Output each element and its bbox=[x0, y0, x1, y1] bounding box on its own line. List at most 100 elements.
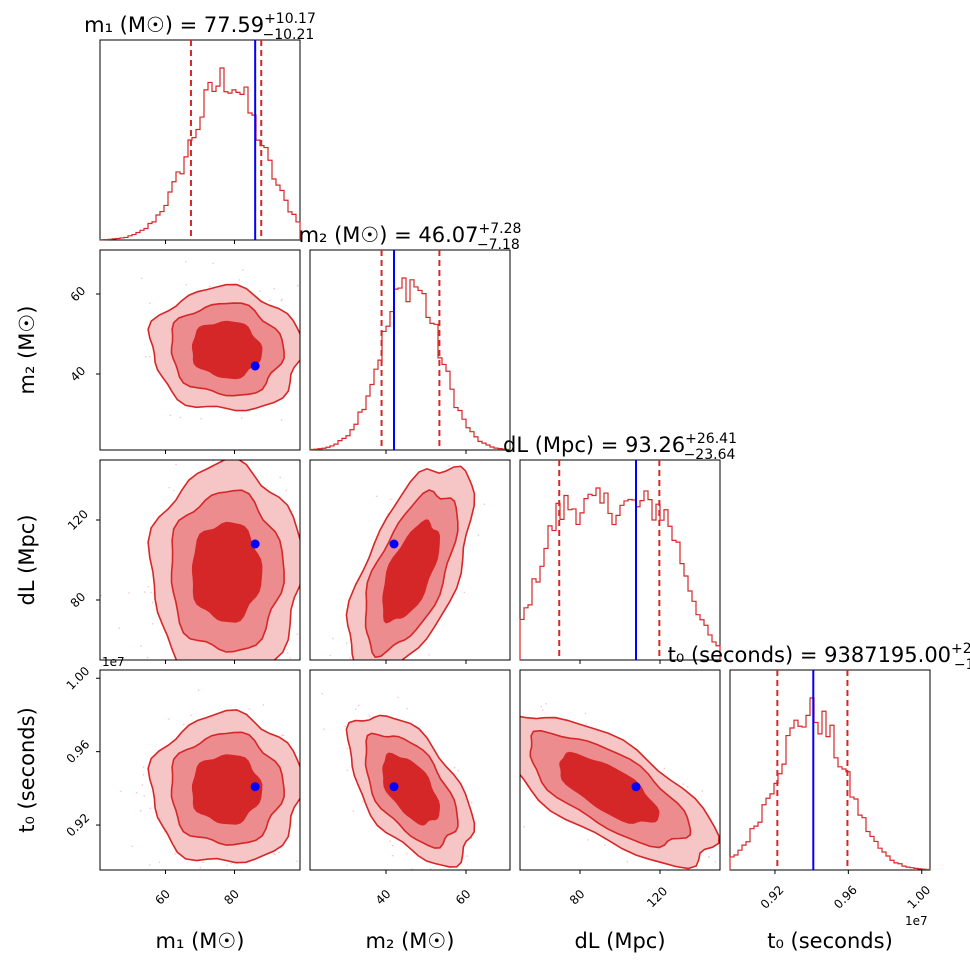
sample-point bbox=[296, 633, 299, 635]
sample-point bbox=[174, 853, 176, 855]
sample-point bbox=[301, 546, 303, 548]
y-tick-label-dL: 120 bbox=[65, 507, 91, 533]
sample-point bbox=[346, 769, 349, 771]
sample-point bbox=[211, 454, 213, 456]
sample-point bbox=[470, 730, 472, 732]
sample-point bbox=[390, 672, 392, 674]
sample-point bbox=[540, 705, 543, 708]
sample-point bbox=[701, 790, 704, 792]
pair-frame bbox=[99, 459, 301, 661]
sample-point bbox=[730, 884, 732, 886]
hist-line-m2 bbox=[309, 277, 511, 451]
hist-line-m1 bbox=[99, 67, 301, 241]
sample-point bbox=[363, 674, 365, 676]
sample-point bbox=[375, 495, 378, 498]
pair-content-t0-vs-m2 bbox=[321, 692, 476, 877]
y-axis-label-dL: dL (Mpc) bbox=[15, 514, 39, 605]
sample-point bbox=[257, 890, 259, 892]
sample-point bbox=[691, 886, 693, 888]
sample-point bbox=[214, 884, 216, 886]
sample-point bbox=[523, 826, 525, 828]
sample-point bbox=[185, 261, 187, 263]
sample-point bbox=[352, 810, 355, 812]
sample-point bbox=[230, 862, 232, 865]
sample-point bbox=[311, 478, 313, 480]
y-axis-label-m2: m₂ (M☉) bbox=[15, 306, 39, 395]
sample-point bbox=[506, 764, 508, 766]
sample-point bbox=[185, 283, 188, 286]
sample-point bbox=[507, 741, 509, 743]
sample-point bbox=[585, 723, 588, 725]
sample-point bbox=[428, 654, 430, 656]
x-tick-label-m2: 40 bbox=[373, 887, 394, 908]
sample-point bbox=[209, 285, 211, 288]
sample-point bbox=[541, 709, 544, 711]
sample-point bbox=[510, 743, 512, 745]
sample-point bbox=[434, 458, 436, 460]
sample-point bbox=[238, 279, 241, 281]
sample-point bbox=[506, 817, 508, 819]
hist-frame-m1 bbox=[99, 39, 301, 241]
sample-point bbox=[197, 689, 200, 692]
sample-point bbox=[626, 861, 629, 863]
y-axis-label-t0: t₀ (seconds) bbox=[15, 707, 39, 833]
x-tick-label-t0: 0.96 bbox=[831, 883, 860, 912]
sample-point bbox=[474, 875, 476, 877]
sample-point bbox=[296, 860, 298, 862]
sample-point bbox=[714, 861, 717, 863]
contour-level-3 bbox=[382, 752, 440, 826]
sample-point bbox=[240, 417, 243, 419]
sample-point bbox=[398, 663, 400, 665]
sample-point bbox=[200, 663, 202, 665]
x-axis-label-dL: dL (Mpc) bbox=[574, 929, 665, 953]
x-tick-label-t0: 0.92 bbox=[758, 883, 787, 912]
sample-point bbox=[259, 290, 261, 292]
contour-level-3 bbox=[382, 519, 440, 624]
sample-point bbox=[273, 287, 275, 290]
truth-point bbox=[389, 782, 399, 792]
sample-point bbox=[326, 509, 328, 511]
sample-point bbox=[368, 715, 371, 717]
sample-point bbox=[400, 689, 402, 691]
sample-point bbox=[180, 875, 182, 877]
pair-content-dL-vs-m1 bbox=[100, 454, 328, 706]
pair-panel-m2-vs-m1 bbox=[97, 249, 306, 451]
sample-point bbox=[146, 656, 149, 659]
sample-point bbox=[148, 355, 151, 358]
sample-point bbox=[603, 843, 606, 846]
sample-point bbox=[311, 633, 313, 635]
sample-point bbox=[387, 688, 389, 690]
sample-point bbox=[306, 520, 308, 522]
sample-point bbox=[278, 851, 280, 854]
sample-point bbox=[477, 534, 480, 536]
x-tick-label-dL: 80 bbox=[567, 887, 588, 908]
sample-point bbox=[448, 465, 451, 467]
sample-point bbox=[505, 771, 507, 773]
sample-point bbox=[279, 476, 282, 479]
sample-point bbox=[140, 277, 143, 280]
hist-frame-t0 bbox=[729, 669, 931, 871]
sample-point bbox=[314, 692, 316, 694]
sample-point bbox=[190, 714, 192, 716]
sample-point bbox=[732, 805, 734, 807]
sample-point bbox=[245, 704, 247, 706]
contour-level-3 bbox=[191, 754, 263, 825]
sample-point bbox=[175, 463, 177, 466]
sample-point bbox=[142, 766, 145, 768]
sample-point bbox=[463, 591, 466, 594]
pair-frame bbox=[309, 459, 511, 661]
hist-title-t0: t₀ (seconds) = 9387195.00+208−174 bbox=[668, 641, 970, 673]
sample-point bbox=[143, 795, 146, 797]
contour-level-3 bbox=[191, 521, 263, 623]
sample-point bbox=[145, 355, 147, 358]
sample-point bbox=[304, 360, 306, 362]
y-tick-label-m2: 60 bbox=[68, 284, 89, 305]
sample-point bbox=[512, 781, 514, 783]
sample-point bbox=[286, 652, 289, 654]
sample-point bbox=[118, 627, 121, 630]
sample-point bbox=[242, 703, 244, 705]
sample-point bbox=[273, 852, 276, 855]
sample-point bbox=[346, 642, 348, 644]
sample-point bbox=[97, 326, 99, 328]
